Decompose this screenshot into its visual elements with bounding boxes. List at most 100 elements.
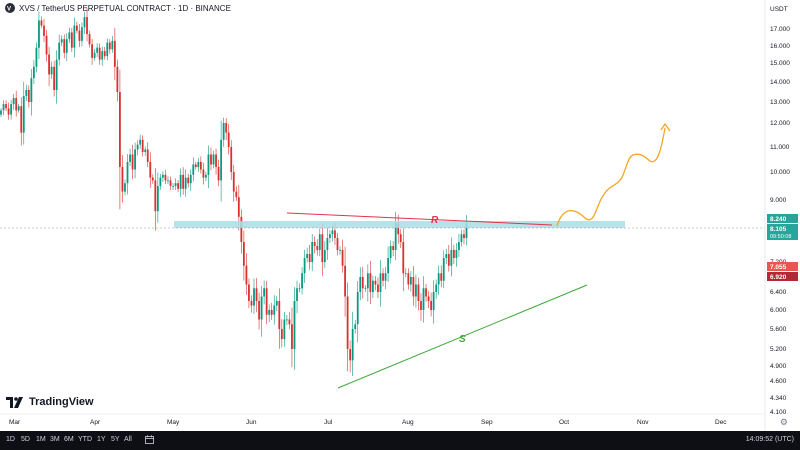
candle bbox=[460, 229, 463, 247]
price-tick-label: 4.340 bbox=[770, 395, 787, 402]
candle bbox=[346, 282, 349, 372]
candle bbox=[288, 312, 291, 330]
candle bbox=[98, 43, 101, 65]
candle bbox=[394, 212, 397, 261]
candle bbox=[387, 246, 389, 283]
candle bbox=[227, 123, 230, 155]
candle bbox=[253, 278, 255, 314]
candle bbox=[415, 274, 417, 308]
timeframe-ytd[interactable]: YTD bbox=[78, 436, 92, 443]
calendar-icon[interactable] bbox=[145, 435, 154, 444]
price-tick-label: 12.000 bbox=[770, 120, 790, 127]
candle bbox=[354, 319, 357, 334]
candle bbox=[12, 93, 15, 110]
price-tick-label: 6.400 bbox=[770, 289, 787, 296]
candle bbox=[202, 162, 205, 185]
candle bbox=[452, 244, 455, 264]
candle bbox=[159, 173, 162, 190]
price-tick-label: 16.000 bbox=[770, 43, 790, 50]
utc-clock[interactable]: 14:09:52 (UTC) bbox=[745, 436, 794, 443]
candle bbox=[210, 147, 212, 171]
tradingview-logo-text: TradingView bbox=[29, 396, 94, 408]
timeframe-all[interactable]: All bbox=[124, 436, 132, 443]
resistance-line bbox=[286, 212, 553, 226]
candle bbox=[399, 229, 402, 249]
last-price-tag bbox=[767, 224, 798, 240]
candle bbox=[50, 61, 53, 79]
candle bbox=[129, 148, 131, 166]
timeframe-5y[interactable]: 5Y bbox=[111, 436, 120, 443]
svg-text:6.920: 6.920 bbox=[770, 274, 787, 281]
candle bbox=[407, 268, 410, 290]
price-tick-label: 10.000 bbox=[770, 169, 790, 176]
candle bbox=[91, 38, 93, 65]
candle bbox=[15, 90, 18, 117]
candle bbox=[126, 154, 129, 195]
candle bbox=[53, 60, 56, 97]
candle bbox=[156, 172, 159, 223]
candle bbox=[189, 169, 192, 191]
candle bbox=[70, 27, 73, 53]
candle bbox=[113, 27, 116, 81]
candle bbox=[248, 278, 250, 309]
candle bbox=[103, 46, 106, 60]
price-tick-label: 14.000 bbox=[770, 79, 790, 86]
timeframe-3m[interactable]: 3M bbox=[50, 436, 60, 443]
candle bbox=[215, 148, 217, 175]
candle bbox=[45, 29, 48, 62]
time-tick-label: Nov bbox=[637, 419, 649, 426]
candle bbox=[184, 169, 187, 197]
candle bbox=[351, 311, 354, 376]
candle bbox=[116, 59, 119, 102]
candle bbox=[412, 265, 415, 306]
candle bbox=[232, 164, 235, 202]
candle bbox=[27, 85, 30, 108]
candle bbox=[96, 43, 99, 58]
candle bbox=[435, 279, 438, 299]
candle bbox=[124, 179, 126, 196]
candle bbox=[341, 239, 344, 273]
timeframe-1y[interactable]: 1Y bbox=[97, 436, 106, 443]
candle bbox=[2, 100, 5, 116]
candle bbox=[417, 277, 420, 311]
time-tick-label: Sep bbox=[481, 419, 493, 426]
candle bbox=[101, 46, 104, 66]
candle bbox=[207, 145, 210, 189]
svg-text:V: V bbox=[7, 7, 11, 13]
candle bbox=[356, 281, 359, 343]
candle bbox=[270, 303, 273, 320]
candle bbox=[265, 280, 268, 325]
candle bbox=[32, 60, 35, 84]
price-tick-label: 15.000 bbox=[770, 60, 790, 67]
candle bbox=[339, 246, 341, 255]
candle bbox=[212, 150, 215, 169]
candle bbox=[111, 35, 114, 53]
timeframe-1d[interactable]: 1D bbox=[6, 436, 15, 443]
candlestick-series bbox=[0, 8, 468, 376]
candle bbox=[382, 268, 384, 287]
candle bbox=[40, 16, 43, 29]
resistance-label: R bbox=[431, 215, 439, 226]
price-tick-label: 5.200 bbox=[770, 346, 787, 353]
time-tick-label: May bbox=[167, 419, 180, 426]
timeframe-1m[interactable]: 1M bbox=[36, 436, 46, 443]
price-tick-label: 9.000 bbox=[770, 197, 787, 204]
timeframe-6m[interactable]: 6M bbox=[64, 436, 74, 443]
candle bbox=[465, 215, 468, 246]
candle bbox=[182, 167, 185, 195]
candle bbox=[404, 268, 407, 278]
candle bbox=[306, 247, 309, 263]
candle bbox=[349, 340, 352, 373]
price-chart[interactable]: R S V XVS / TetherUS PERPETUAL CONTRACT … bbox=[0, 0, 800, 431]
timeframe-5d[interactable]: 5D bbox=[21, 436, 30, 443]
candle bbox=[10, 99, 13, 120]
candle bbox=[301, 267, 303, 295]
candle bbox=[440, 265, 443, 288]
candle bbox=[240, 209, 243, 254]
candle bbox=[199, 156, 202, 174]
candle bbox=[222, 117, 225, 147]
time-axis[interactable]: Mar Apr May Jun Jul Aug Sep Oct Nov Dec bbox=[9, 419, 727, 426]
gear-icon[interactable]: ⚙ bbox=[779, 417, 788, 427]
candle bbox=[321, 223, 324, 276]
candle bbox=[366, 264, 369, 302]
